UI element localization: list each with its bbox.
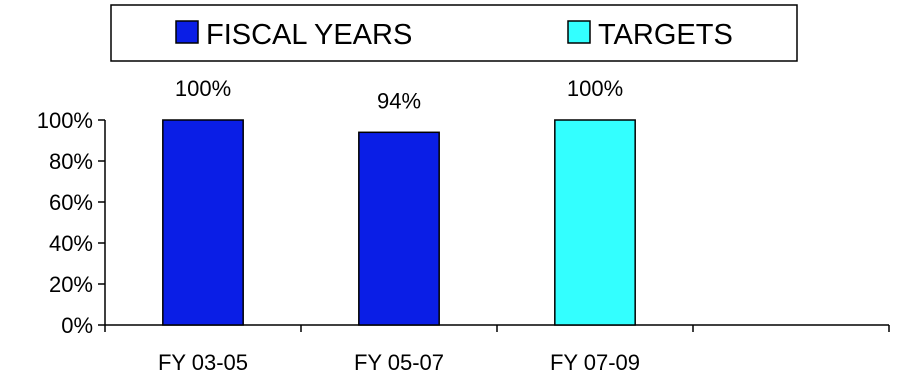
y-tick-label: 80% bbox=[49, 149, 93, 174]
y-tick-label: 0% bbox=[61, 313, 93, 338]
x-category-label: FY 03-05 bbox=[158, 350, 248, 375]
y-tick-label: 60% bbox=[49, 190, 93, 215]
x-category-label: FY 07-09 bbox=[550, 350, 640, 375]
legend-swatch-targets bbox=[567, 20, 591, 44]
bar bbox=[162, 119, 244, 326]
y-tick-label: 20% bbox=[49, 272, 93, 297]
category-labels: FY 03-05 FY 05-07 FY 07-09 bbox=[158, 350, 640, 375]
legend-frame bbox=[110, 4, 798, 62]
data-label: 94% bbox=[377, 88, 421, 113]
legend-label-targets: TARGETS bbox=[598, 19, 733, 51]
legend: FISCAL YEARS TARGETS bbox=[110, 4, 798, 62]
legend-label-fiscal-years: FISCAL YEARS bbox=[206, 19, 412, 51]
bars bbox=[162, 119, 636, 326]
y-tick-label: 40% bbox=[49, 231, 93, 256]
x-ticks bbox=[104, 325, 890, 332]
bar bbox=[358, 131, 440, 326]
legend-swatch-fiscal-years bbox=[175, 20, 199, 44]
x-category-label: FY 05-07 bbox=[354, 350, 444, 375]
y-ticks: 0% 20% 40% 60% 80% 100% bbox=[37, 108, 105, 338]
data-labels: 100% 94% 100% bbox=[175, 76, 623, 113]
y-tick-label: 100% bbox=[37, 108, 93, 133]
data-label: 100% bbox=[175, 76, 231, 101]
bar bbox=[554, 119, 636, 326]
data-label: 100% bbox=[567, 76, 623, 101]
